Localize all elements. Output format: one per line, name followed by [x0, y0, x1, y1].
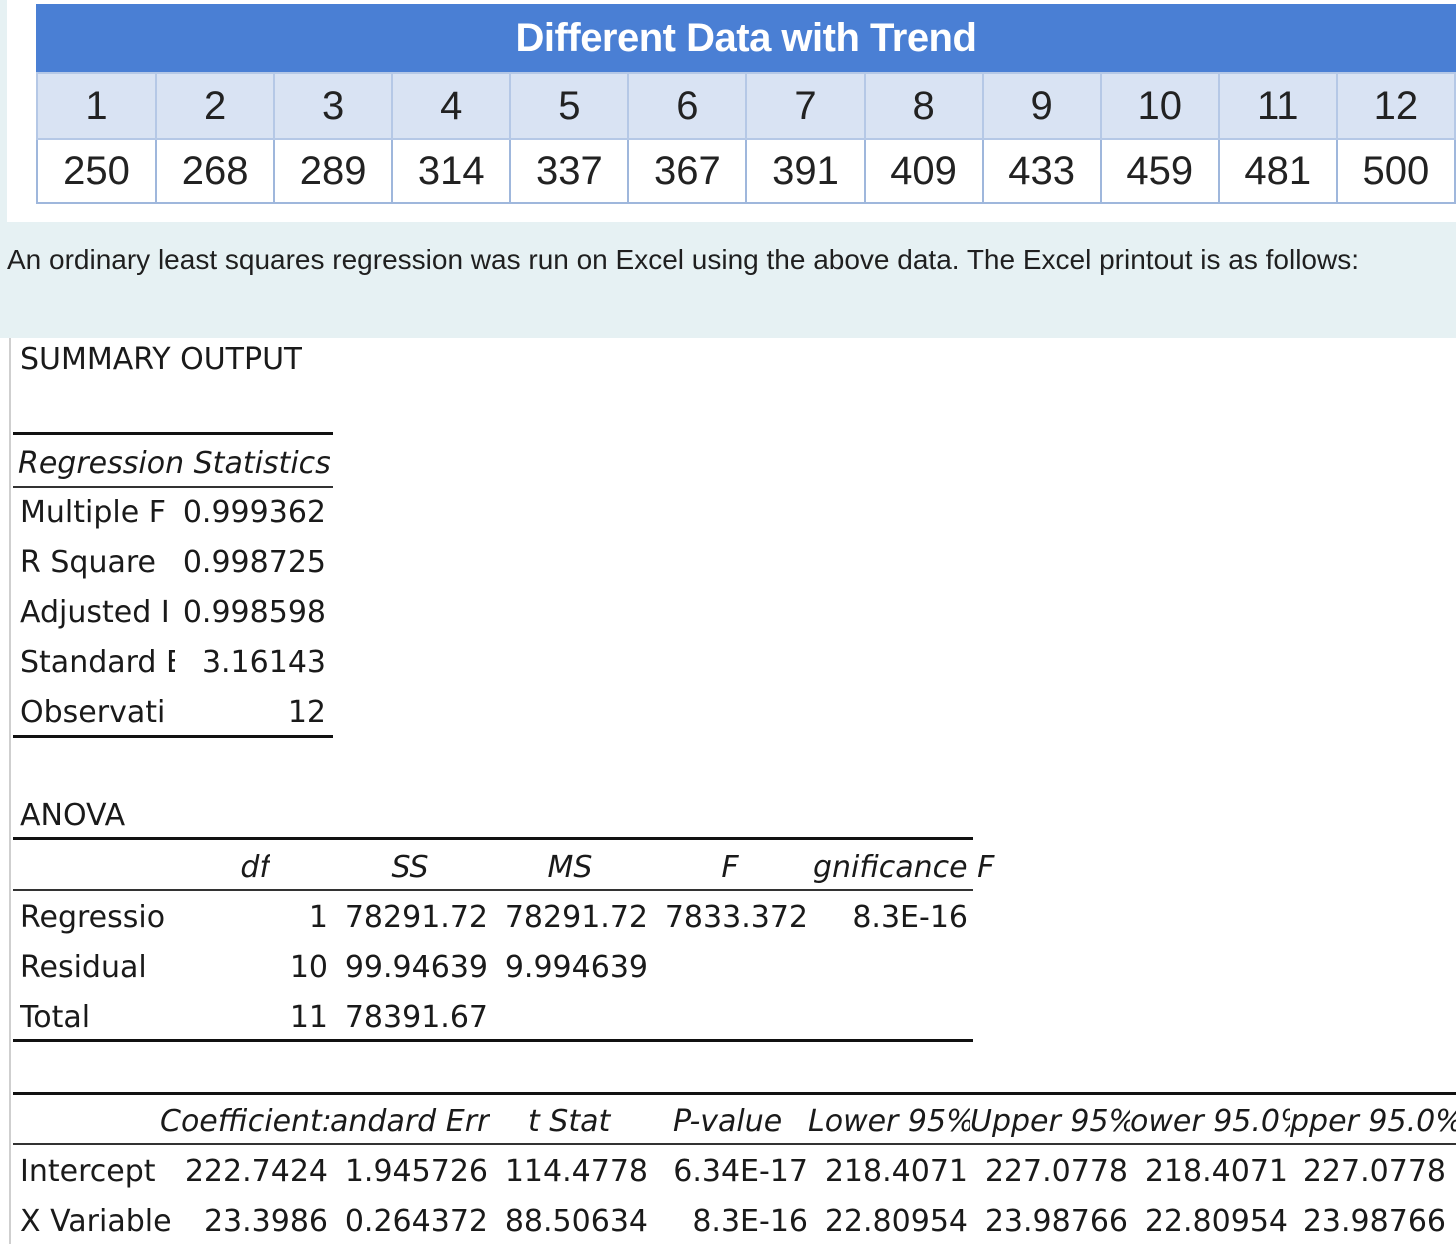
regstats-label: R Square — [20, 545, 156, 580]
anova-f: 7833.372 — [664, 900, 808, 935]
anova-row-label: Total — [20, 1000, 91, 1035]
regstats-header-rule — [13, 486, 333, 488]
value-cell: 481 — [1217, 138, 1338, 204]
value-cell: 367 — [627, 138, 748, 204]
coef-value: 88.50634 — [504, 1204, 648, 1239]
value-cell: 268 — [155, 138, 276, 204]
data-table-title: Different Data with Trend — [36, 4, 1456, 72]
coef-header: ower 95.0% — [1130, 1104, 1290, 1139]
value-cell: 289 — [273, 138, 394, 204]
period-row: 1 2 3 4 5 6 7 8 9 10 11 12 — [35, 72, 1456, 140]
period-cell: 4 — [391, 72, 512, 140]
coef-value: 1.945726 — [344, 1154, 488, 1189]
period-cell: 9 — [981, 72, 1102, 140]
regstats-top-rule — [13, 432, 333, 435]
regstats-bottom-rule — [13, 735, 333, 738]
anova-title: ANOVA — [20, 798, 126, 833]
coef-value: 8.3E-16 — [692, 1204, 808, 1239]
regstats-value: 0.998598 — [182, 595, 326, 630]
regstats-label: Observati — [20, 695, 166, 730]
coef-value: 0.264372 — [344, 1204, 488, 1239]
coef-header: P-value — [673, 1104, 783, 1139]
anova-top-rule — [13, 837, 973, 840]
value-cell: 500 — [1335, 138, 1456, 204]
data-table: 1 2 3 4 5 6 7 8 9 10 11 12 250 268 289 3… — [35, 72, 1456, 204]
summary-title: SUMMARY OUTPUT — [20, 342, 303, 377]
coef-header: pper 95.0% — [1290, 1104, 1456, 1139]
coef-value: 23.98766 — [1302, 1204, 1446, 1239]
row-gutter — [9, 338, 11, 1244]
coef-value: 114.4778 — [504, 1154, 648, 1189]
value-cell: 337 — [509, 138, 630, 204]
value-cell: 459 — [1099, 138, 1220, 204]
regstats-label: Standard E — [20, 645, 175, 680]
anova-df: 1 — [308, 900, 328, 935]
coef-value: 227.0778 — [1302, 1154, 1446, 1189]
anova-header-rule — [13, 889, 973, 891]
anova-header: gnificance F — [813, 850, 995, 885]
regstats-value: 3.16143 — [201, 645, 326, 680]
coef-top-rule — [13, 1092, 1456, 1095]
anova-header: SS — [391, 850, 429, 885]
coef-header: t Stat — [528, 1104, 611, 1139]
anova-ss: 78291.72 — [344, 900, 488, 935]
regstats-label: Multiple F — [20, 495, 166, 530]
anova-header: F — [721, 850, 739, 885]
regstats-value: 12 — [287, 695, 326, 730]
coef-value: 23.98766 — [984, 1204, 1128, 1239]
coef-header: andard Err — [330, 1104, 490, 1139]
anova-df: 11 — [289, 1000, 328, 1035]
coef-value: 22.80954 — [1144, 1204, 1288, 1239]
regstats-header: Regression Statistics — [18, 446, 330, 481]
regstats-value: 0.998725 — [182, 545, 326, 580]
anova-ss: 99.94639 — [344, 950, 488, 985]
period-cell: 11 — [1217, 72, 1338, 140]
intro-paragraph: An ordinary least squares regression was… — [7, 244, 1359, 275]
period-cell: 6 — [627, 72, 748, 140]
period-cell: 3 — [273, 72, 394, 140]
coef-header: Lower 95% — [808, 1104, 970, 1139]
value-cell: 391 — [745, 138, 866, 204]
value-cell: 433 — [981, 138, 1102, 204]
anova-bottom-rule — [13, 1039, 973, 1042]
period-cell: 2 — [155, 72, 276, 140]
value-row: 250 268 289 314 337 367 391 409 433 459 … — [35, 138, 1456, 204]
regstats-label: Adjusted I — [20, 595, 170, 630]
anova-row-label: Regressio — [20, 900, 166, 935]
coef-value: 23.3986 — [203, 1204, 328, 1239]
excel-summary-output: SUMMARY OUTPUT Regression Statistics Mul… — [0, 338, 1456, 1244]
coef-header-rule — [13, 1143, 1456, 1145]
coef-value: 218.4071 — [824, 1154, 968, 1189]
coef-row-label: X Variable — [20, 1204, 172, 1239]
anova-header: MS — [547, 850, 593, 885]
anova-sig: 8.3E-16 — [852, 900, 968, 935]
anova-df: 10 — [289, 950, 328, 985]
coef-header: Coefficient: — [160, 1104, 330, 1139]
anova-row-label: Residual — [20, 950, 147, 985]
coef-value: 22.80954 — [824, 1204, 968, 1239]
anova-ms: 9.994639 — [504, 950, 648, 985]
anova-ms: 78291.72 — [504, 900, 648, 935]
anova-header: df — [240, 850, 270, 885]
period-cell: 5 — [509, 72, 630, 140]
period-cell: 10 — [1099, 72, 1220, 140]
coef-row-label: Intercept — [20, 1154, 156, 1189]
anova-ss: 78391.67 — [344, 1000, 488, 1035]
coef-value: 6.34E-17 — [673, 1154, 808, 1189]
coef-value: 222.7424 — [184, 1154, 328, 1189]
period-cell: 8 — [863, 72, 984, 140]
coef-value: 227.0778 — [984, 1154, 1128, 1189]
regstats-value: 0.999362 — [182, 495, 326, 530]
coef-value: 218.4071 — [1144, 1154, 1288, 1189]
data-table-panel: Different Data with Trend 1 2 3 4 5 6 7 … — [7, 0, 1456, 222]
period-cell: 1 — [35, 72, 158, 140]
value-cell: 314 — [391, 138, 512, 204]
value-cell: 409 — [863, 138, 984, 204]
period-cell: 7 — [745, 72, 866, 140]
coef-header: Upper 95% — [970, 1104, 1130, 1139]
period-cell: 12 — [1335, 72, 1456, 140]
value-cell: 250 — [35, 138, 158, 204]
